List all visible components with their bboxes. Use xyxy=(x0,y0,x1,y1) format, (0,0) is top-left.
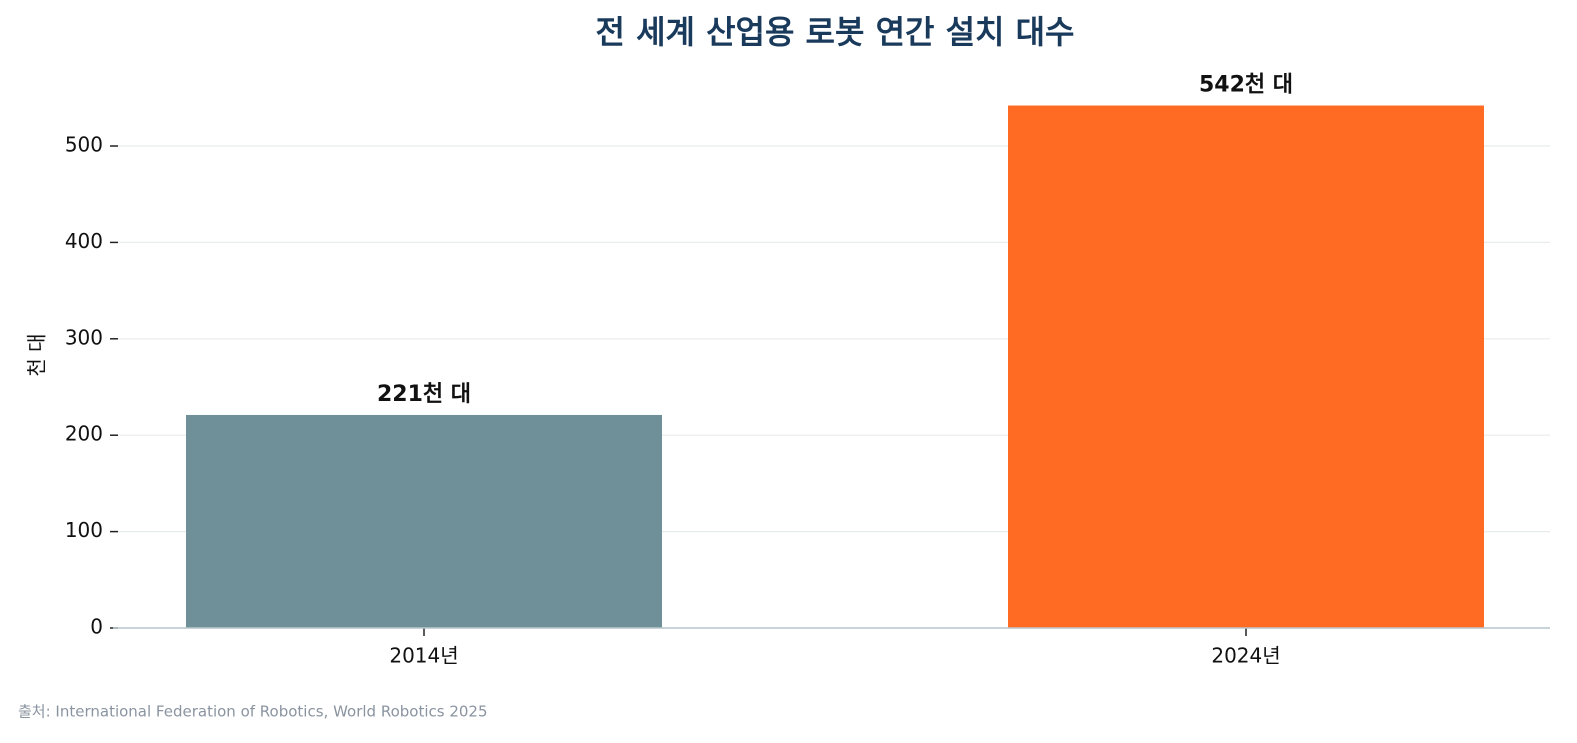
source-note: 출처: International Federation of Robotics… xyxy=(18,703,488,721)
bar xyxy=(186,414,662,628)
bar xyxy=(1008,105,1484,629)
chart-title: 전 세계 산업용 로봇 연간 설치 대수 xyxy=(595,13,1074,51)
y-tick-label: 400 xyxy=(65,229,103,253)
value-label: 542천 대 xyxy=(1199,73,1293,98)
y-tick-label: 0 xyxy=(90,615,103,639)
y-axis-label: 천 대 xyxy=(25,333,49,376)
y-tick-label: 200 xyxy=(65,422,103,446)
y-tick-label: 500 xyxy=(65,133,103,157)
x-tick-label: 2024년 xyxy=(1211,644,1280,668)
value-label: 221천 대 xyxy=(377,382,471,407)
y-tick-label: 300 xyxy=(65,325,103,349)
x-tick-label: 2014년 xyxy=(389,644,458,668)
y-tick-label: 100 xyxy=(65,518,103,542)
